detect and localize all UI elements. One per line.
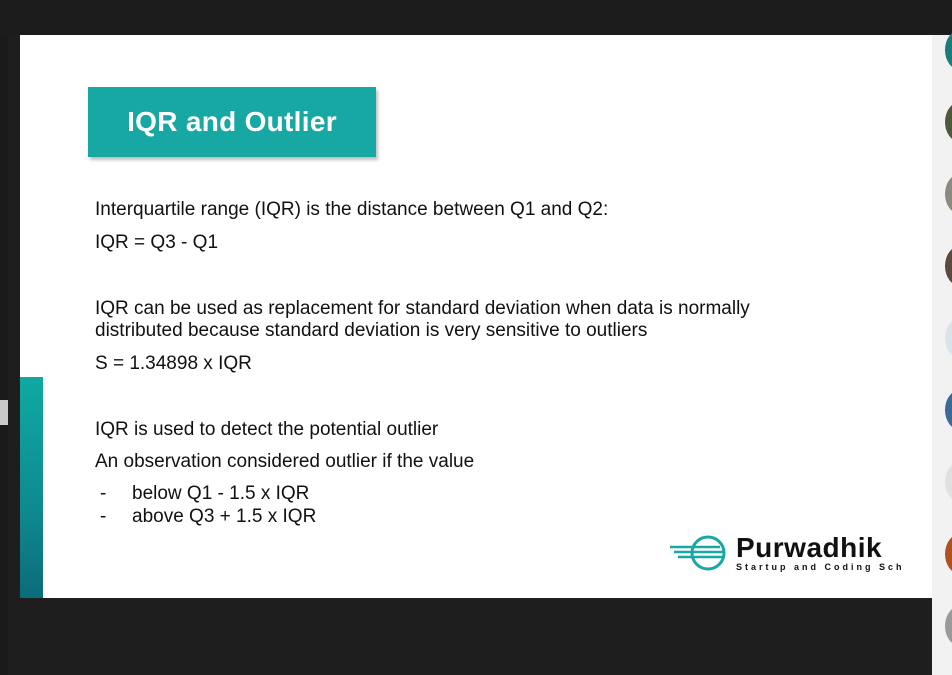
participant-avatar[interactable] bbox=[945, 534, 952, 574]
bullet-text: below Q1 - 1.5 x IQR bbox=[132, 483, 310, 504]
iqr-formula: IQR = Q3 - Q1 bbox=[95, 232, 219, 253]
left-panel-handle[interactable] bbox=[0, 400, 8, 425]
s-formula: S = 1.34898 x IQR bbox=[95, 353, 252, 374]
purwadhika-logo-icon bbox=[670, 535, 726, 571]
replacement-line-1: IQR can be used as replacement for stand… bbox=[95, 298, 750, 319]
presentation-slide: IQR and Outlier Interquartile range (IQR… bbox=[20, 35, 932, 598]
participant-avatar[interactable] bbox=[945, 390, 952, 430]
observation-line: An observation considered outlier if the… bbox=[95, 451, 475, 472]
participant-avatar[interactable] bbox=[945, 174, 952, 214]
iqr-definition: Interquartile range (IQR) is the distanc… bbox=[95, 199, 609, 220]
purwadhika-logo: Purwadhik Startup and Coding Sch bbox=[668, 533, 905, 573]
replacement-line-2: distributed because standard deviation i… bbox=[95, 320, 648, 341]
bullet-dash: - bbox=[100, 506, 107, 527]
slide-title-box: IQR and Outlier bbox=[88, 87, 376, 157]
participant-avatar[interactable] bbox=[945, 30, 952, 70]
list-item: - below Q1 - 1.5 x IQR bbox=[100, 482, 316, 505]
list-item: - above Q3 + 1.5 x IQR bbox=[100, 505, 316, 528]
bullet-text: above Q3 + 1.5 x IQR bbox=[132, 506, 317, 527]
outlier-rules-list: - below Q1 - 1.5 x IQR - above Q3 + 1.5 … bbox=[100, 482, 316, 528]
detect-line: IQR is used to detect the potential outl… bbox=[95, 419, 439, 440]
top-bar bbox=[0, 0, 952, 35]
participant-avatar[interactable] bbox=[945, 462, 952, 502]
logo-tagline: Startup and Coding Sch bbox=[736, 562, 905, 572]
logo-name: Purwadhik bbox=[736, 532, 883, 563]
participant-avatar[interactable] bbox=[945, 102, 952, 142]
slide-accent-bar bbox=[20, 377, 43, 598]
participant-avatar[interactable] bbox=[945, 246, 952, 286]
participant-avatar[interactable] bbox=[945, 606, 952, 646]
left-strip bbox=[0, 35, 8, 675]
slide-title: IQR and Outlier bbox=[127, 106, 337, 137]
bullet-dash: - bbox=[100, 483, 107, 504]
participant-avatar[interactable] bbox=[945, 318, 952, 358]
